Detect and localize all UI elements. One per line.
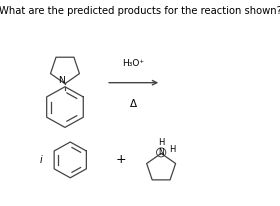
- Text: +: +: [116, 153, 126, 166]
- Text: H: H: [158, 138, 164, 147]
- Text: N: N: [58, 76, 65, 85]
- Text: Δ: Δ: [130, 99, 137, 109]
- Text: What are the predicted products for the reaction shown?: What are the predicted products for the …: [0, 6, 280, 16]
- Text: i: i: [39, 155, 42, 165]
- Text: H: H: [169, 145, 176, 154]
- Text: N: N: [158, 148, 164, 157]
- Text: H₃O⁺: H₃O⁺: [123, 60, 145, 68]
